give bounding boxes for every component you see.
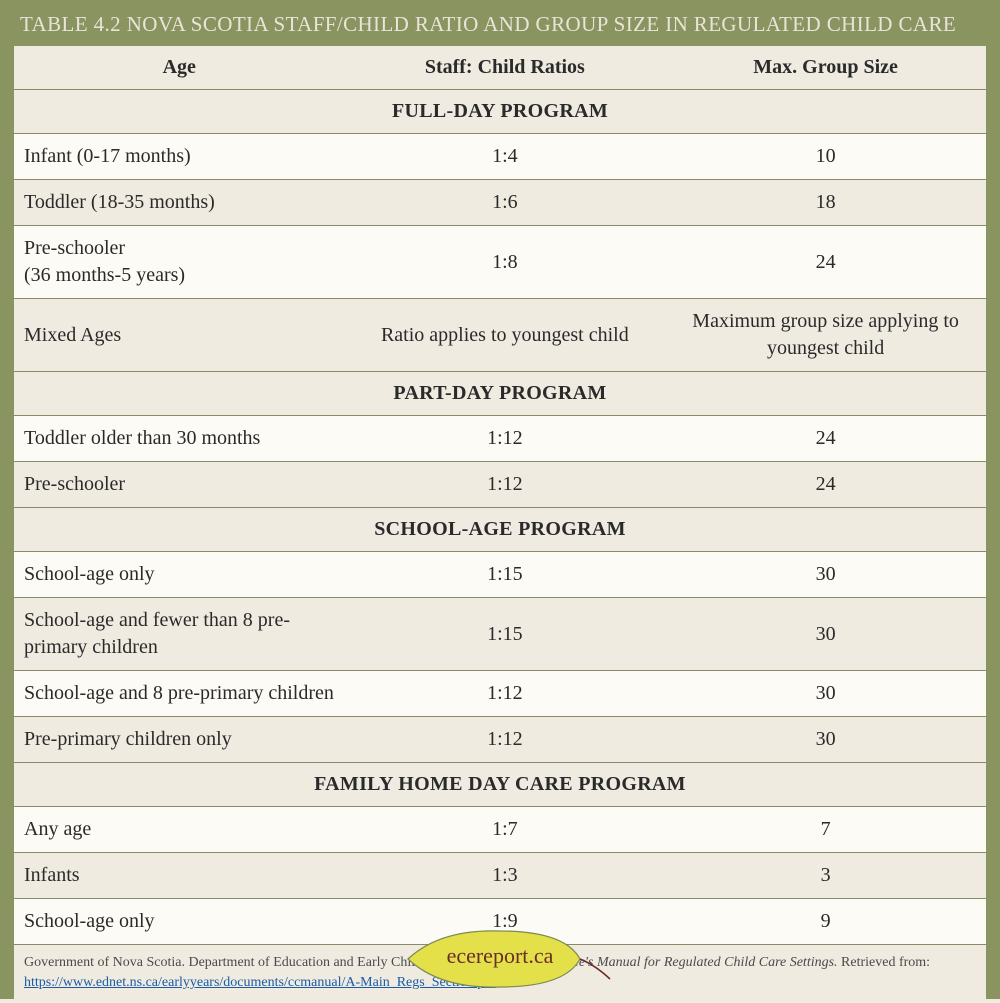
cell-ratio: 1:15 (344, 598, 665, 671)
table-row: School-age and fewer than 8 pre-primary … (14, 598, 986, 671)
cell-max: 9 (665, 899, 986, 945)
cell-max: 24 (665, 416, 986, 462)
cell-age: School-age only (14, 899, 344, 945)
table-row: Pre-schooler(36 months-5 years)1:824 (14, 226, 986, 299)
cell-age: School-age only (14, 552, 344, 598)
table-row: Infant (0-17 months)1:410 (14, 134, 986, 180)
cell-age: School-age and 8 pre-primary children (14, 671, 344, 717)
table-row: School-age and 8 pre-primary children1:1… (14, 671, 986, 717)
col-header-age: Age (14, 46, 344, 90)
cell-max: 24 (665, 462, 986, 508)
col-header-max: Max. Group Size (665, 46, 986, 90)
cell-max: 3 (665, 853, 986, 899)
section-header: FULL-DAY PROGRAM (14, 90, 986, 134)
cell-age: Toddler older than 30 months (14, 416, 344, 462)
cell-age: Pre-primary children only (14, 717, 344, 763)
table-body: FULL-DAY PROGRAMInfant (0-17 months)1:41… (14, 90, 986, 1003)
cell-ratio: 1:6 (344, 180, 665, 226)
cell-max: 10 (665, 134, 986, 180)
cell-max: Maximum group size applying to youngest … (665, 299, 986, 372)
cell-max: 30 (665, 717, 986, 763)
table-row: Toddler (18-35 months)1:618 (14, 180, 986, 226)
cell-age: School-age and fewer than 8 pre-primary … (14, 598, 344, 671)
cell-age: Mixed Ages (14, 299, 344, 372)
cell-ratio: 1:12 (344, 671, 665, 717)
cell-age: Any age (14, 807, 344, 853)
table-row: Any age1:77 (14, 807, 986, 853)
cell-max: 30 (665, 552, 986, 598)
cell-ratio: 1:15 (344, 552, 665, 598)
cell-ratio: Ratio applies to youngest child (344, 299, 665, 372)
section-header: SCHOOL-AGE PROGRAM (14, 508, 986, 552)
logo-text: ecereport.ca (447, 943, 554, 969)
cell-ratio: 1:3 (344, 853, 665, 899)
cell-age: Pre-schooler(36 months-5 years) (14, 226, 344, 299)
table-row: Toddler older than 30 months1:1224 (14, 416, 986, 462)
ratio-table: Age Staff: Child Ratios Max. Group Size … (14, 46, 986, 1002)
cell-ratio: 1:7 (344, 807, 665, 853)
footer-logo: ecereport.ca (370, 923, 630, 995)
section-header: FAMILY HOME DAY CARE PROGRAM (14, 763, 986, 807)
table-row: Infants1:33 (14, 853, 986, 899)
cell-ratio: 1:4 (344, 134, 665, 180)
section-heading-cell: FAMILY HOME DAY CARE PROGRAM (14, 763, 986, 807)
table-row: Mixed AgesRatio applies to youngest chil… (14, 299, 986, 372)
section-heading-cell: SCHOOL-AGE PROGRAM (14, 508, 986, 552)
table-row: Pre-primary children only1:1230 (14, 717, 986, 763)
cell-age: Toddler (18-35 months) (14, 180, 344, 226)
col-header-ratio: Staff: Child Ratios (344, 46, 665, 90)
cell-max: 30 (665, 598, 986, 671)
cell-max: 7 (665, 807, 986, 853)
cell-age: Infants (14, 853, 344, 899)
table-row: Pre-schooler1:1224 (14, 462, 986, 508)
header-row: Age Staff: Child Ratios Max. Group Size (14, 46, 986, 90)
source-retrieved: Retrieved from: (838, 955, 931, 970)
table-title: TABLE 4.2 NOVA SCOTIA STAFF/CHILD RATIO … (14, 0, 986, 46)
cell-ratio: 1:12 (344, 462, 665, 508)
cell-max: 18 (665, 180, 986, 226)
cell-ratio: 1:12 (344, 717, 665, 763)
cell-age: Infant (0-17 months) (14, 134, 344, 180)
table-container: TABLE 4.2 NOVA SCOTIA STAFF/CHILD RATIO … (0, 0, 1000, 999)
section-heading-cell: FULL-DAY PROGRAM (14, 90, 986, 134)
cell-max: 24 (665, 226, 986, 299)
cell-age: Pre-schooler (14, 462, 344, 508)
cell-ratio: 1:8 (344, 226, 665, 299)
cell-ratio: 1:12 (344, 416, 665, 462)
table-row: School-age only1:1530 (14, 552, 986, 598)
section-heading-cell: PART-DAY PROGRAM (14, 372, 986, 416)
cell-max: 30 (665, 671, 986, 717)
section-header: PART-DAY PROGRAM (14, 372, 986, 416)
